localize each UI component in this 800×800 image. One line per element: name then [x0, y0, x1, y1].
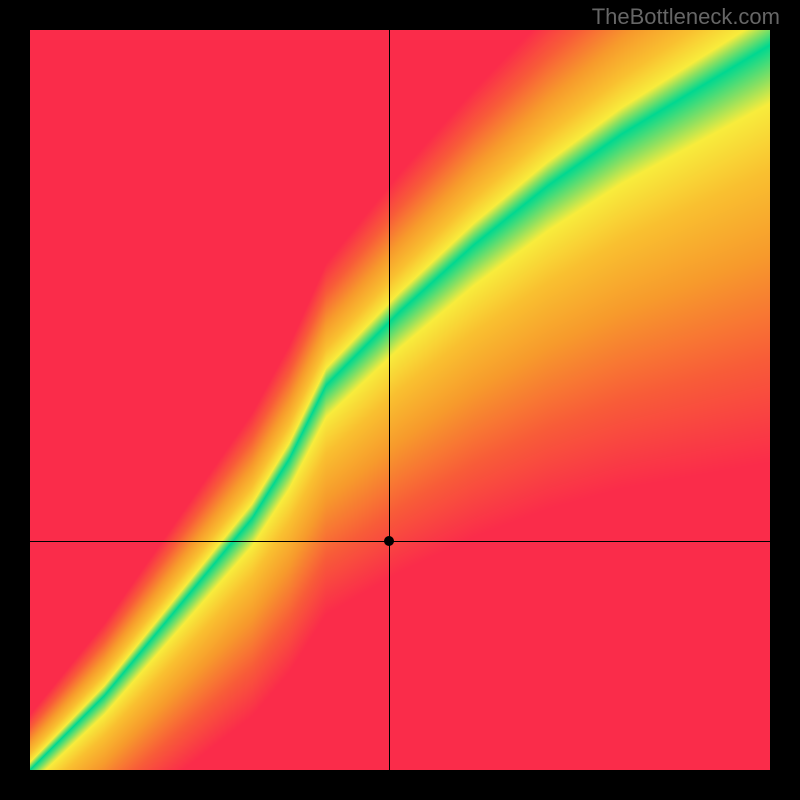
crosshair-marker — [384, 536, 394, 546]
bottleneck-heatmap — [30, 30, 770, 770]
heatmap-canvas — [30, 30, 770, 770]
crosshair-horizontal — [30, 541, 770, 542]
watermark-text: TheBottleneck.com — [592, 4, 780, 30]
crosshair-vertical — [389, 30, 390, 770]
